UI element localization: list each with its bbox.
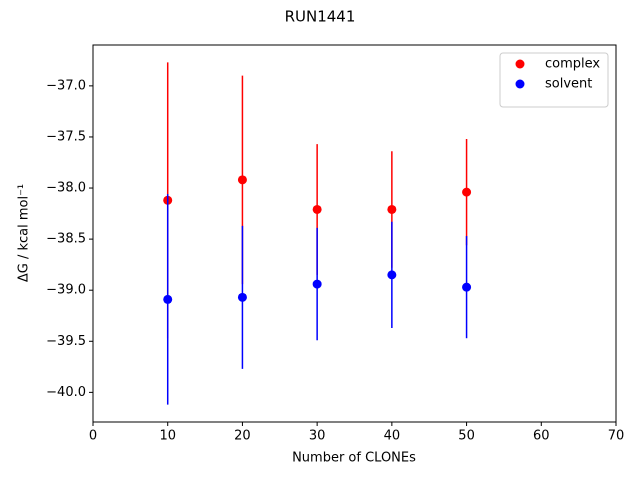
point bbox=[387, 270, 397, 280]
plot-frame bbox=[92, 44, 617, 423]
point bbox=[462, 187, 472, 197]
y-tick-label: −39.0 bbox=[46, 283, 86, 298]
y-tick-label: −38.5 bbox=[46, 232, 86, 247]
x-tick-label: 10 bbox=[159, 429, 176, 444]
x-axis-label: Number of CLONEs bbox=[292, 451, 416, 466]
point bbox=[312, 279, 322, 289]
legend-label: solvent bbox=[545, 77, 592, 92]
y-tick-label: −37.5 bbox=[46, 129, 86, 144]
x-tick-label: 30 bbox=[309, 429, 326, 444]
legend-marker bbox=[515, 59, 525, 69]
y-tick-label: −37.0 bbox=[46, 78, 86, 93]
y-tick-label: −39.5 bbox=[46, 334, 86, 349]
x-tick-label: 60 bbox=[533, 429, 550, 444]
point bbox=[462, 282, 472, 292]
point bbox=[237, 292, 247, 302]
point bbox=[163, 294, 173, 304]
y-tick-label: −38.0 bbox=[46, 181, 86, 196]
x-tick-label: 0 bbox=[89, 429, 97, 444]
x-tick-label: 40 bbox=[384, 429, 401, 444]
legend-label: complex bbox=[545, 57, 600, 72]
chart-title: RUN1441 bbox=[285, 8, 356, 26]
legend-box bbox=[499, 52, 609, 108]
y-tick-label: −40.0 bbox=[46, 385, 86, 400]
x-tick-label: 20 bbox=[234, 429, 251, 444]
y-axis-label: ΔG / kcal mol⁻¹ bbox=[17, 184, 32, 282]
point bbox=[312, 204, 322, 214]
point bbox=[387, 204, 397, 214]
point bbox=[237, 175, 247, 185]
legend-marker bbox=[515, 79, 525, 89]
x-tick-label: 50 bbox=[458, 429, 475, 444]
x-tick-label: 70 bbox=[608, 429, 625, 444]
